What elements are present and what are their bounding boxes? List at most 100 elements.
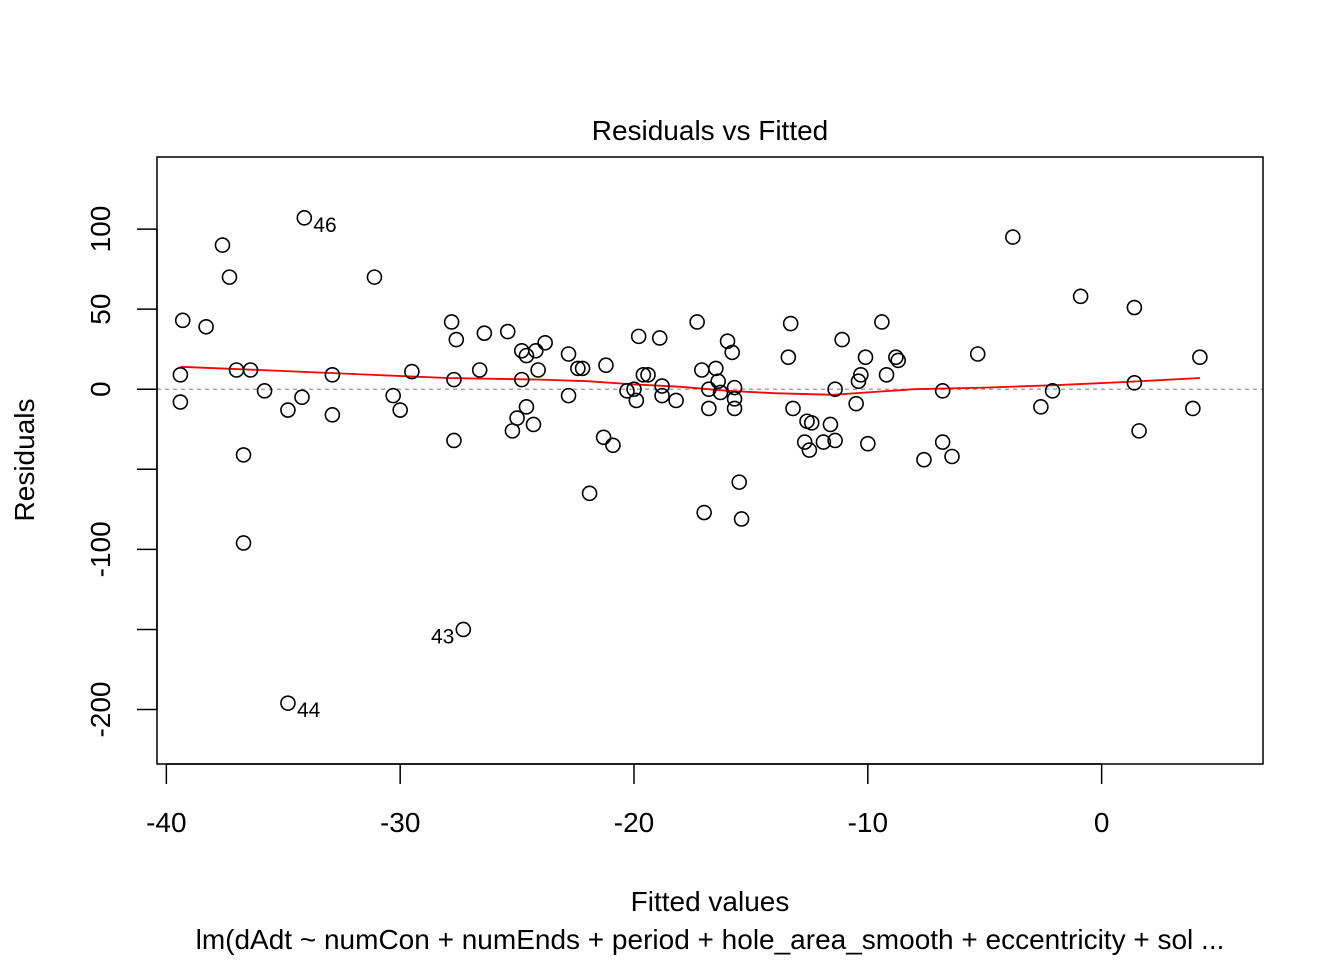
data-point bbox=[850, 373, 867, 390]
data-point bbox=[1033, 399, 1049, 415]
data-point bbox=[726, 391, 743, 407]
y-tick-label: -100 bbox=[85, 521, 116, 577]
data-point bbox=[696, 504, 712, 521]
x-tick-label: -20 bbox=[614, 807, 654, 838]
data-point bbox=[888, 349, 904, 365]
data-point bbox=[598, 357, 614, 374]
data-point bbox=[640, 367, 656, 383]
data-point bbox=[694, 362, 710, 378]
data-point bbox=[726, 400, 743, 417]
data-point bbox=[242, 362, 259, 378]
data-point bbox=[668, 392, 684, 409]
data-point bbox=[1044, 383, 1061, 399]
data-point bbox=[235, 447, 252, 463]
data-point bbox=[801, 442, 818, 458]
data-point bbox=[710, 373, 726, 390]
data-point bbox=[701, 400, 717, 417]
data-point bbox=[504, 423, 521, 439]
chart-title: Residuals vs Fitted bbox=[592, 115, 829, 146]
data-points bbox=[172, 210, 1208, 711]
data-point bbox=[874, 314, 890, 330]
point-label: 44 bbox=[297, 699, 321, 722]
data-point bbox=[471, 362, 488, 378]
x-tick-label: 0 bbox=[1094, 807, 1110, 838]
data-point bbox=[834, 331, 850, 348]
data-point bbox=[476, 325, 493, 341]
data-point bbox=[324, 367, 341, 383]
data-point bbox=[446, 371, 462, 388]
smoother-line bbox=[180, 365, 1200, 396]
data-point bbox=[701, 381, 717, 398]
data-point bbox=[530, 362, 546, 378]
data-point bbox=[733, 511, 750, 527]
data-point bbox=[1126, 375, 1143, 391]
data-point bbox=[324, 407, 341, 423]
data-point bbox=[560, 387, 577, 404]
data-point bbox=[803, 415, 820, 431]
data-point bbox=[385, 387, 401, 404]
data-point bbox=[630, 328, 647, 345]
data-point bbox=[172, 367, 189, 383]
data-point bbox=[934, 383, 951, 399]
data-point bbox=[574, 360, 591, 377]
data-point bbox=[518, 399, 535, 415]
data-point bbox=[595, 429, 612, 446]
data-point bbox=[708, 360, 724, 377]
y-tick-label: 0 bbox=[85, 381, 116, 397]
data-point bbox=[785, 400, 801, 417]
x-axis-label: Fitted values bbox=[631, 886, 790, 917]
data-point bbox=[796, 434, 813, 450]
model-caption: lm(dAdt ~ numCon + numEnds + period + ho… bbox=[196, 924, 1225, 955]
data-point bbox=[499, 323, 516, 340]
data-point bbox=[404, 363, 420, 380]
data-point bbox=[619, 383, 635, 399]
data-point bbox=[518, 347, 535, 364]
y-axis-label: Residuals bbox=[9, 399, 40, 522]
point-labels: 46 43 44 bbox=[297, 214, 454, 722]
data-point bbox=[294, 389, 310, 406]
x-axis: -40 -30 -20 -10 0 bbox=[146, 763, 1110, 838]
data-point bbox=[198, 318, 214, 335]
data-point bbox=[174, 312, 191, 329]
data-point bbox=[280, 402, 296, 418]
data-point bbox=[1185, 400, 1201, 417]
data-point bbox=[635, 367, 652, 383]
data-point bbox=[731, 474, 748, 490]
data-point bbox=[857, 349, 874, 365]
data-point bbox=[654, 378, 670, 394]
data-point bbox=[256, 383, 273, 399]
data-point bbox=[214, 237, 231, 253]
data-point bbox=[916, 451, 932, 468]
data-point bbox=[560, 346, 577, 362]
plot-frame bbox=[156, 156, 1264, 765]
data-point bbox=[1131, 423, 1147, 439]
data-point bbox=[860, 435, 876, 452]
data-point bbox=[712, 384, 729, 401]
data-point bbox=[944, 448, 960, 465]
data-point bbox=[570, 360, 586, 377]
data-point bbox=[689, 314, 705, 330]
data-point bbox=[969, 346, 986, 362]
data-point bbox=[654, 387, 670, 404]
data-point bbox=[446, 432, 462, 449]
data-point bbox=[724, 344, 741, 361]
data-point bbox=[221, 269, 238, 285]
data-point bbox=[605, 437, 621, 454]
data-point bbox=[934, 434, 951, 450]
data-point bbox=[513, 371, 530, 388]
data-point bbox=[827, 381, 843, 398]
data-point bbox=[827, 432, 843, 449]
data-point bbox=[443, 314, 460, 330]
data-point bbox=[651, 330, 668, 346]
point-label: 46 bbox=[313, 214, 336, 237]
data-point bbox=[1126, 299, 1143, 316]
data-point bbox=[782, 315, 799, 332]
y-tick-label: 50 bbox=[85, 294, 116, 325]
y-tick-label: -200 bbox=[85, 682, 116, 738]
data-point bbox=[848, 395, 864, 412]
data-point bbox=[878, 367, 895, 383]
data-point bbox=[537, 334, 553, 351]
data-point bbox=[366, 269, 383, 285]
data-point bbox=[172, 394, 189, 410]
